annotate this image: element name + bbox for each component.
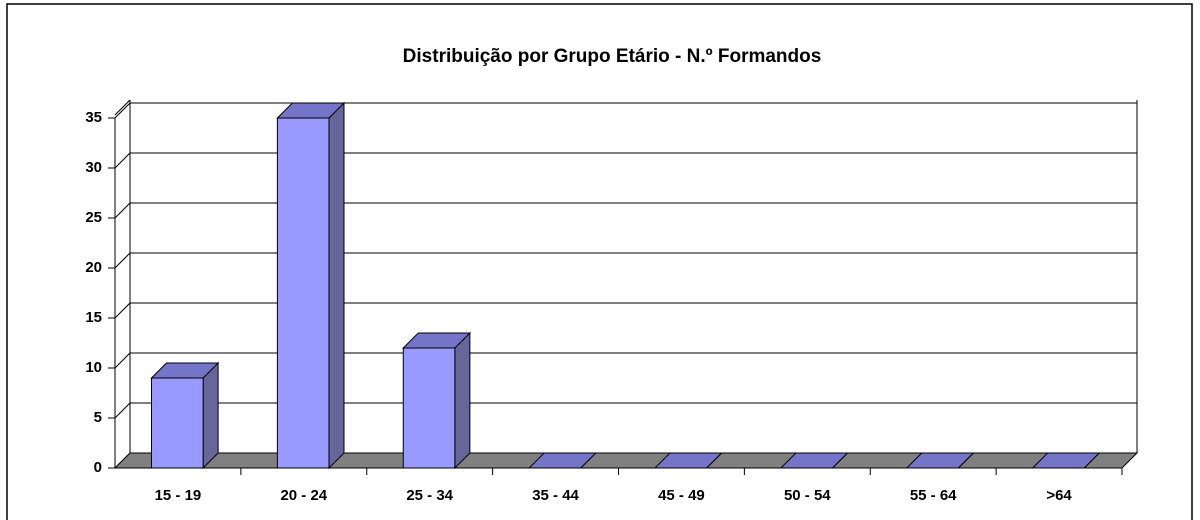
y-tick-label: 15 (85, 309, 102, 326)
grid-line-side (114, 302, 131, 319)
grid-line-side (114, 402, 131, 419)
x-tick-label: >64 (1046, 487, 1072, 504)
grid-line-side (114, 152, 131, 169)
floor (113, 452, 1139, 469)
x-tick-label: 15 - 19 (155, 487, 202, 504)
chart-title: Distribuição por Grupo Etário - N.º Form… (403, 46, 822, 67)
grid-line-side (114, 352, 131, 369)
x-tick-label: 55 - 64 (910, 487, 957, 504)
y-tick-label: 5 (94, 409, 102, 426)
bar-side (454, 331, 471, 470)
y-tick-label: 20 (85, 259, 102, 276)
back-wall-top (114, 99, 131, 116)
grid-line-side (114, 102, 131, 119)
y-tick-label: 30 (85, 159, 102, 176)
bar (276, 117, 330, 469)
y-tick-label: 35 (85, 109, 102, 126)
bar (151, 377, 204, 469)
y-tick-label: 0 (94, 459, 102, 476)
grid-line-side (114, 252, 131, 269)
x-tick-label: 25 - 34 (406, 487, 453, 504)
x-tick-label: 50 - 54 (784, 487, 831, 504)
y-tick-label: 10 (85, 359, 102, 376)
y-tick-label: 25 (85, 209, 102, 226)
x-tick-label: 35 - 44 (532, 487, 579, 504)
bar-side (202, 361, 219, 470)
x-tick-label: 45 - 49 (658, 487, 705, 504)
bar-side (328, 101, 345, 470)
grid-line-side (114, 202, 131, 219)
x-tick-label: 20 - 24 (280, 487, 327, 504)
bar (402, 347, 456, 469)
